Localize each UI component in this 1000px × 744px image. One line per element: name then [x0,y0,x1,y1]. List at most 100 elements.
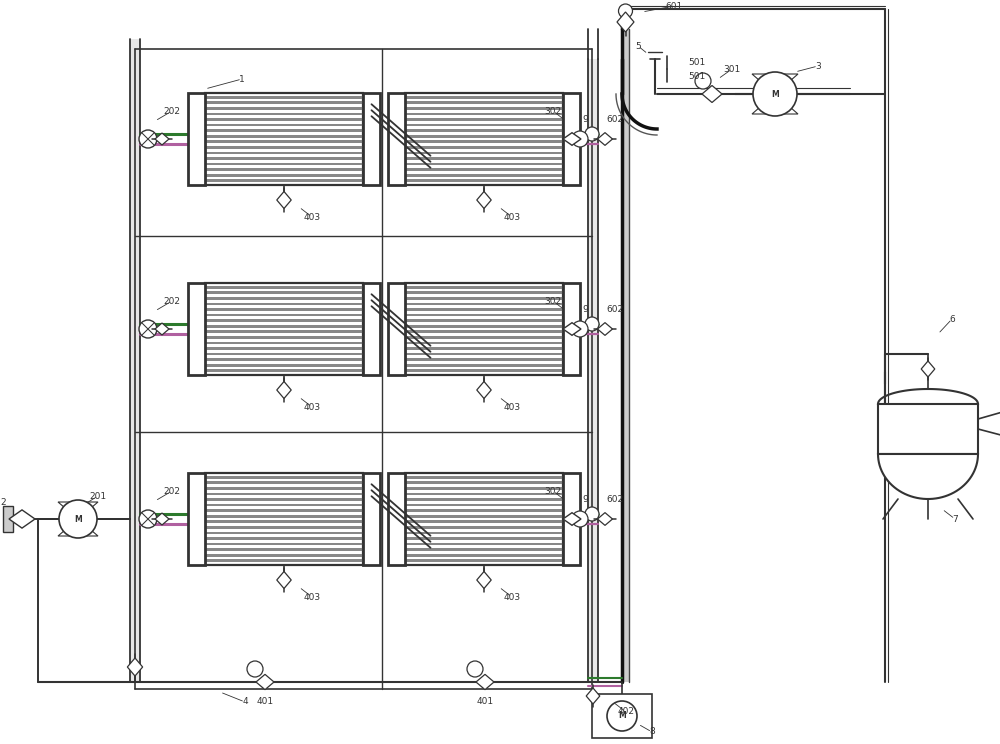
Circle shape [572,511,588,527]
Bar [205,330,363,333]
Polygon shape [58,502,98,519]
Bar [188,93,205,185]
Text: 302: 302 [544,106,562,115]
Text: 403: 403 [303,592,321,601]
Text: 4: 4 [242,698,248,707]
Circle shape [139,320,157,338]
Bar [405,141,563,143]
Text: 401: 401 [476,698,494,707]
Bar [205,124,363,126]
Text: 302: 302 [544,297,562,306]
Bar [405,96,563,98]
Text: 9: 9 [582,115,588,124]
Polygon shape [256,674,274,690]
Text: 301: 301 [723,65,741,74]
Circle shape [467,661,483,677]
Bar [205,559,363,562]
Bar [205,504,363,507]
Bar [405,504,563,507]
Text: 403: 403 [503,592,521,601]
Bar [205,498,363,501]
Polygon shape [563,513,581,525]
Bar [205,179,363,182]
Bar [405,364,563,367]
Polygon shape [752,94,798,114]
Bar [405,475,563,478]
Text: 202: 202 [164,297,181,306]
Bar [205,163,363,165]
Bar [205,107,363,109]
Bar [205,520,363,523]
Bar [205,473,363,565]
Text: 5: 5 [635,42,641,51]
Polygon shape [702,86,722,103]
Bar [205,292,363,294]
Bar [622,29,629,682]
Text: 402: 402 [618,708,635,716]
Text: 401: 401 [256,698,274,707]
Bar [205,370,363,372]
Bar [405,526,563,529]
Polygon shape [58,519,98,536]
Bar [405,174,563,176]
Bar [363,93,380,185]
Bar [588,59,598,682]
Bar [363,283,380,375]
Polygon shape [155,513,169,525]
Text: 601: 601 [665,1,683,10]
Bar [405,498,563,501]
Bar [205,141,363,143]
Bar [205,314,363,316]
Polygon shape [921,361,935,377]
Polygon shape [477,191,491,208]
Bar [405,135,563,138]
Bar [205,509,363,512]
Text: 2: 2 [0,498,6,507]
Polygon shape [277,191,291,208]
Bar [363,473,380,565]
Bar [405,370,563,372]
Bar [205,118,363,121]
Bar [563,93,580,185]
Text: 7: 7 [952,515,958,524]
Bar [130,39,140,682]
Bar [405,336,563,339]
Bar [205,554,363,557]
Bar [205,359,363,361]
Bar [405,157,563,160]
Bar [205,531,363,534]
Bar [405,319,563,322]
Circle shape [585,127,599,141]
Polygon shape [586,688,600,704]
Polygon shape [477,382,491,399]
Text: 602: 602 [606,304,624,313]
Polygon shape [9,510,35,528]
Bar [405,163,563,165]
Bar [405,303,563,305]
Text: 8: 8 [649,728,655,737]
Polygon shape [563,132,581,145]
Text: 501: 501 [688,71,706,80]
Bar [405,520,563,523]
Text: M: M [771,89,779,98]
Bar [205,325,363,327]
Bar [405,487,563,490]
Bar [405,481,563,484]
Bar [205,341,363,344]
Polygon shape [277,571,291,589]
Bar [405,353,563,356]
Circle shape [572,131,588,147]
Circle shape [585,507,599,521]
Bar [405,515,563,518]
Bar [405,179,563,182]
Bar [405,314,563,316]
Text: 202: 202 [164,487,181,496]
Polygon shape [277,382,291,399]
Bar [205,493,363,496]
Bar [405,107,563,109]
Bar [405,292,563,294]
Text: 9: 9 [582,304,588,313]
Bar [205,303,363,305]
Bar [388,93,405,185]
Bar [405,146,563,149]
